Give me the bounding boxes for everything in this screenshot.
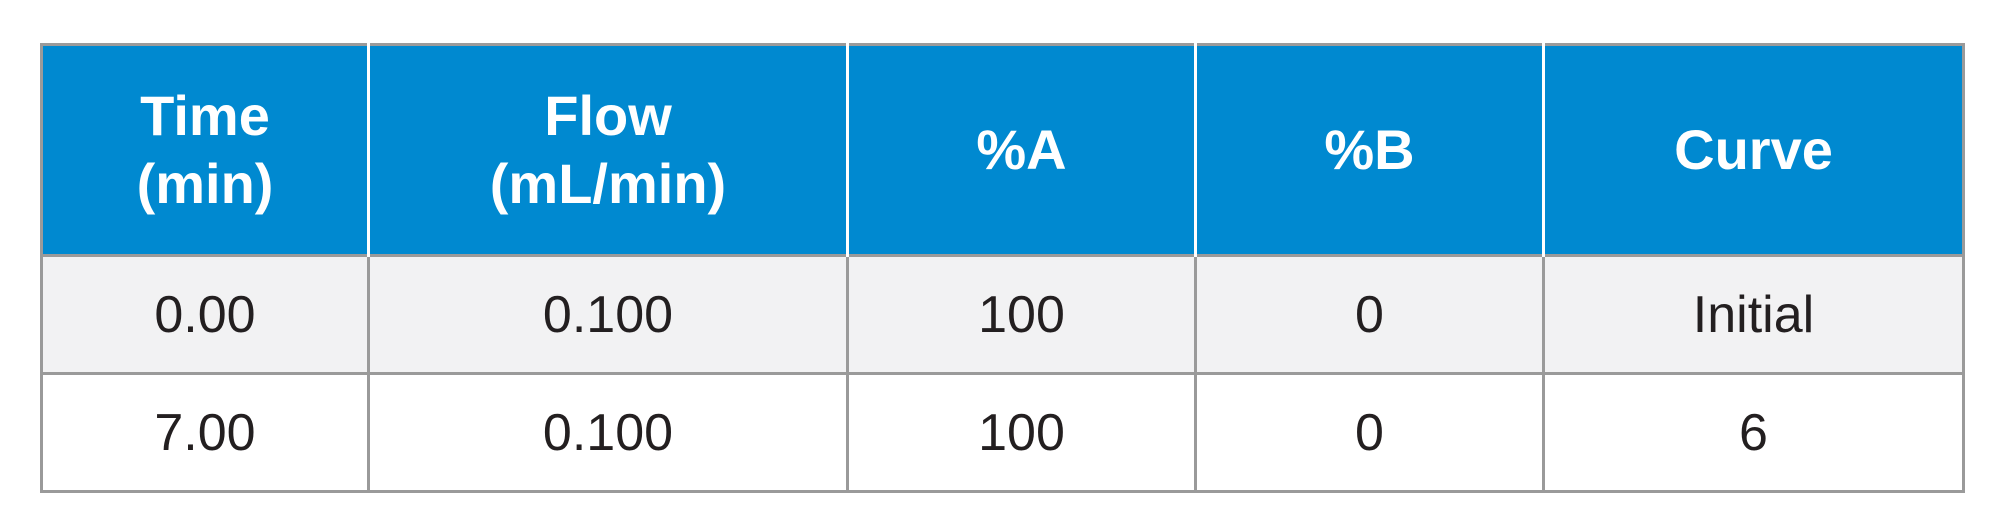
data-cell: 100 <box>846 372 1197 493</box>
header-text: %A <box>976 118 1067 181</box>
header-text: Time <box>140 84 270 147</box>
header-text: (min) <box>136 152 274 215</box>
header-text: Curve <box>1674 118 1833 181</box>
data-cell: 0.100 <box>367 254 849 375</box>
header-cell: %A <box>846 43 1197 256</box>
header-cell: Flow (mL/min) <box>367 43 849 256</box>
data-row: 0.00 0.100 100 0 Initial <box>40 254 1965 375</box>
data-row: 7.00 0.100 100 0 6 <box>40 372 1965 493</box>
header-cell: %B <box>1194 43 1545 256</box>
data-cell: 7.00 <box>40 372 370 493</box>
data-cell: 100 <box>846 254 1197 375</box>
data-cell: Initial <box>1542 254 1965 375</box>
data-cell: 0 <box>1194 254 1545 375</box>
header-text: Flow <box>544 84 672 147</box>
header-cell: Curve <box>1542 43 1965 256</box>
gradient-table: Time (min) Flow (mL/min) %A %B Curve 0.00 0.100… <box>40 43 1965 493</box>
data-cell: 6 <box>1542 372 1965 493</box>
table-container: Time (min) Flow (mL/min) %A %B Curve 0.00 0.100… <box>40 43 1965 493</box>
header-text: %B <box>1324 118 1415 181</box>
data-cell: 0.100 <box>367 372 849 493</box>
header-text: (mL/min) <box>489 152 727 215</box>
header-cell: Time (min) <box>40 43 370 256</box>
header-row: Time (min) Flow (mL/min) %A %B Curve <box>40 43 1965 256</box>
data-cell: 0 <box>1194 372 1545 493</box>
data-cell: 0.00 <box>40 254 370 375</box>
